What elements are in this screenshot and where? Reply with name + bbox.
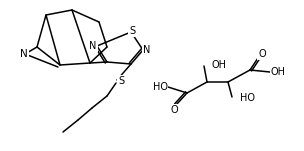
Text: OH: OH [271,67,285,77]
Text: N: N [20,49,28,59]
Text: N: N [143,45,151,55]
Text: N: N [89,41,97,51]
Text: S: S [129,26,135,36]
Text: OH: OH [212,60,227,70]
Text: S: S [118,76,124,86]
Text: HO: HO [240,93,255,103]
Text: O: O [258,49,266,59]
Text: O: O [170,105,178,115]
Text: HO: HO [153,82,168,92]
